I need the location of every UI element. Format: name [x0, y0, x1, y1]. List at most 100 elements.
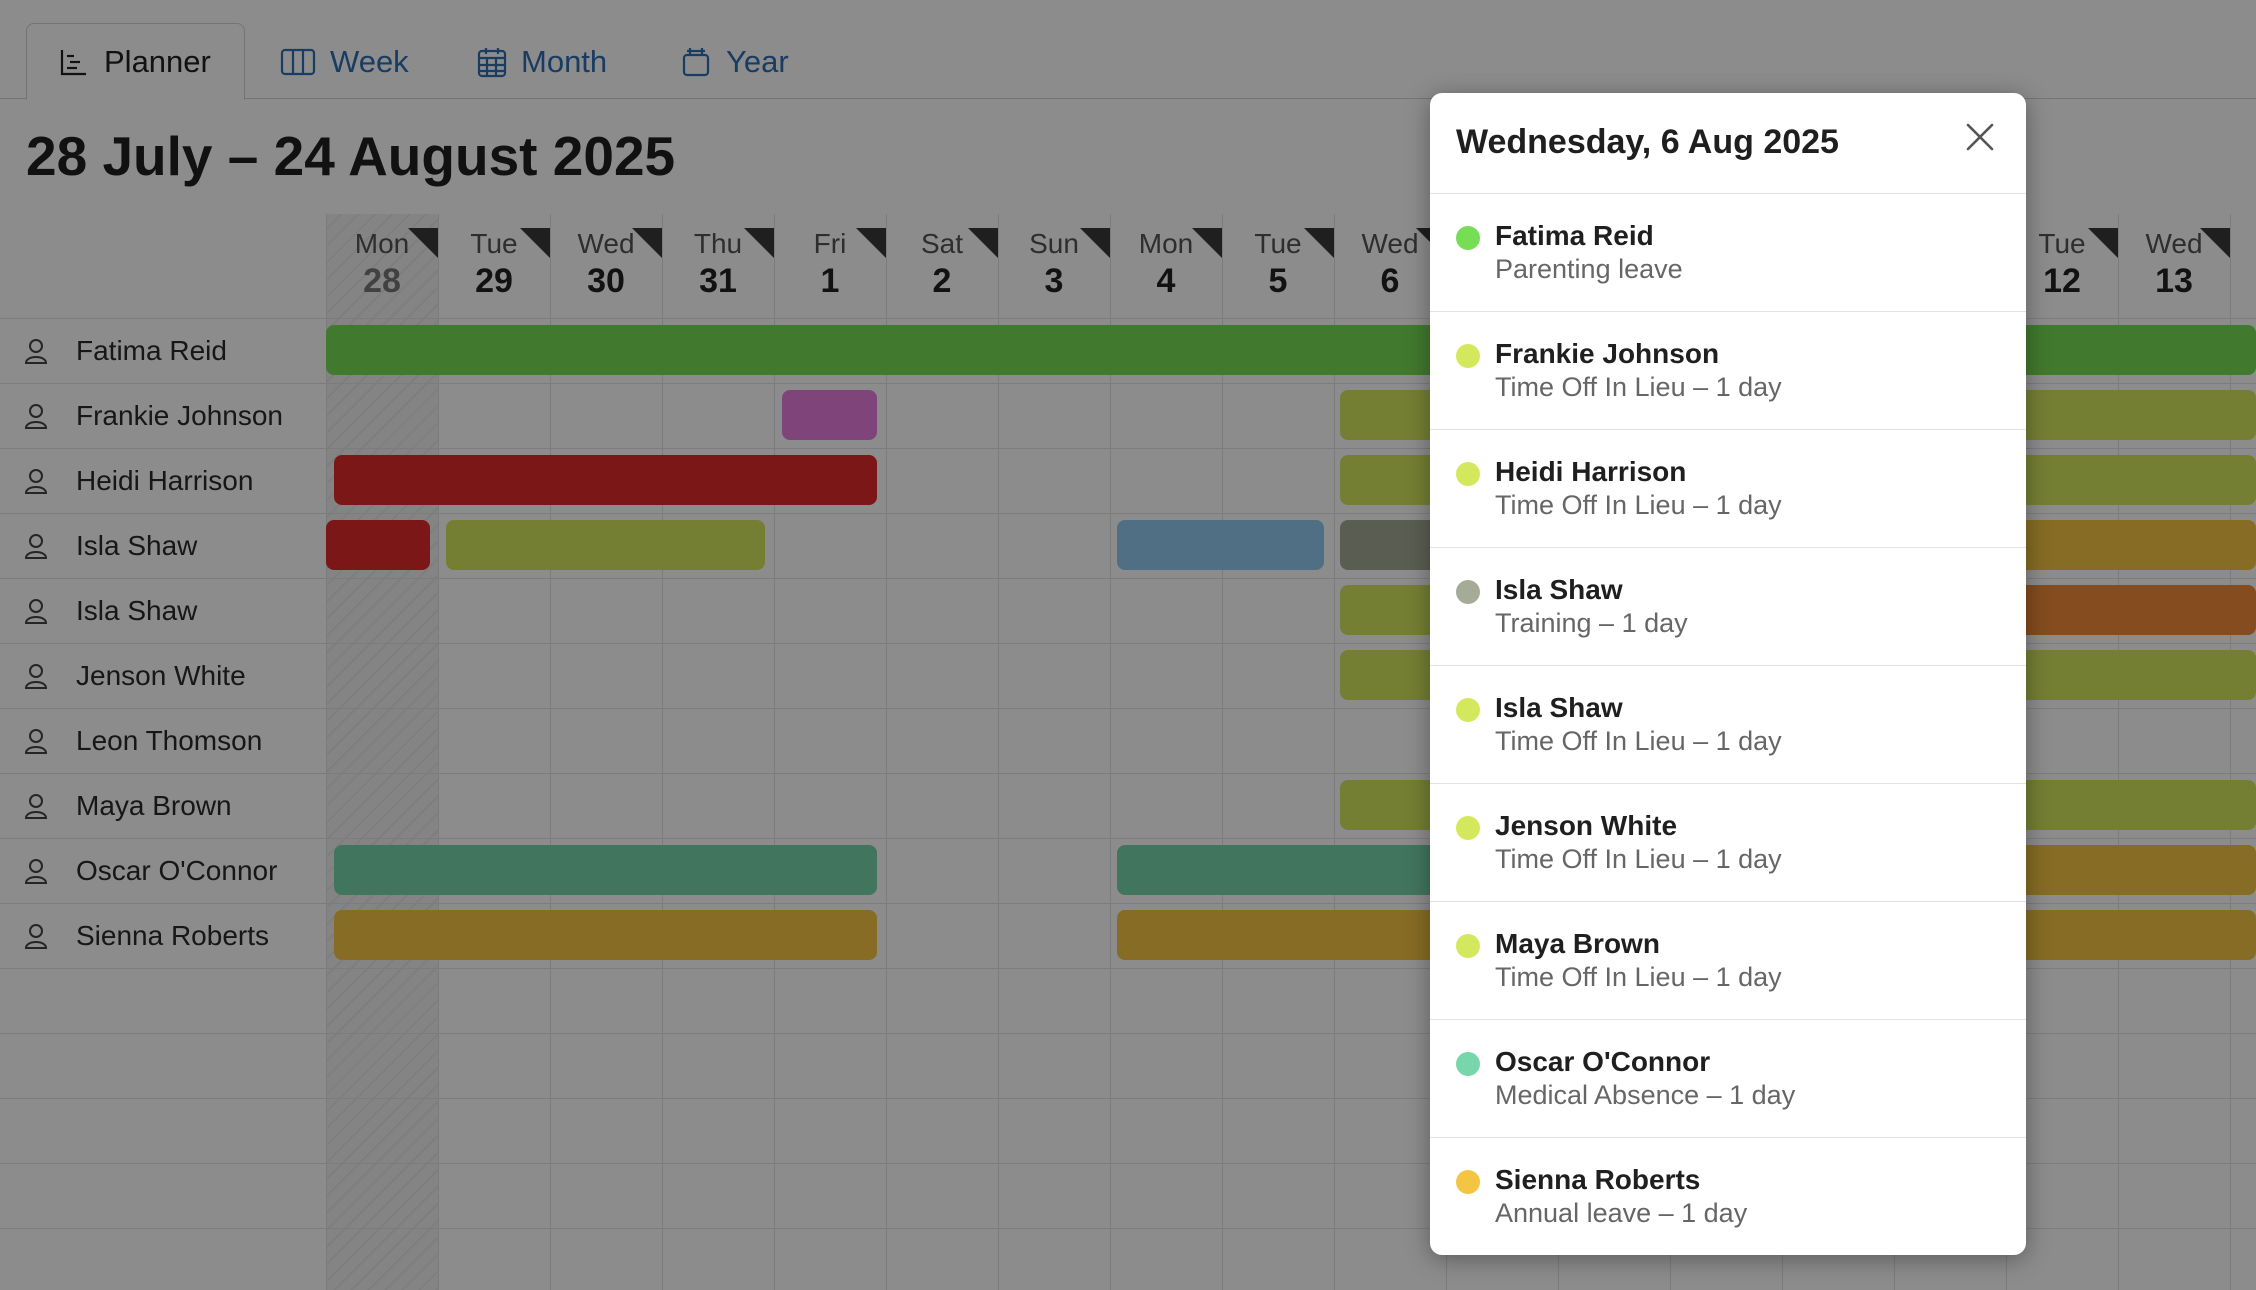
leave-bar[interactable]: [334, 455, 877, 505]
day-header[interactable]: Tue 5: [1222, 228, 1334, 301]
leave-bar[interactable]: [334, 910, 877, 960]
date-range-title: 28 July – 24 August 2025: [26, 125, 676, 187]
popup-entry[interactable]: Maya Brown Time Off In Lieu – 1 day: [1430, 902, 2026, 1020]
grid-column-line: [662, 214, 663, 1290]
day-note-marker: [2200, 228, 2230, 258]
leave-type-dot: [1456, 1052, 1480, 1076]
day-header[interactable]: Sat 2: [886, 228, 998, 301]
person-row-label[interactable]: Fatima Reid: [24, 318, 227, 383]
day-of-month: 13: [2155, 262, 2193, 300]
entry-person-name: Maya Brown: [1495, 928, 1660, 959]
year-icon: [682, 47, 710, 76]
day-note-marker: [1304, 228, 1334, 258]
grid-column-line: [326, 214, 327, 1290]
entry-leave-description: Time Off In Lieu – 1 day: [1495, 844, 1782, 874]
person-row-label[interactable]: Sienna Roberts: [24, 903, 269, 968]
person-row-label[interactable]: Isla Shaw: [24, 578, 197, 643]
day-header[interactable]: Mon 4: [1110, 228, 1222, 301]
day-of-week: Tue: [1254, 228, 1302, 259]
person-name: Leon Thomson: [76, 724, 263, 756]
popup-entry[interactable]: Oscar O'Connor Medical Absence – 1 day: [1430, 1020, 2026, 1138]
day-header[interactable]: Thu 31: [662, 228, 774, 301]
day-header[interactable]: Wed 30: [550, 228, 662, 301]
popup-entry[interactable]: Isla Shaw Training – 1 day: [1430, 548, 2026, 666]
popup-entry[interactable]: Frankie Johnson Time Off In Lieu – 1 day: [1430, 312, 2026, 430]
person-icon: [24, 923, 62, 949]
day-header[interactable]: Fri 1: [774, 228, 886, 301]
grid-column-line: [2230, 214, 2231, 1290]
entry-leave-description: Time Off In Lieu – 1 day: [1495, 726, 1782, 756]
tab-planner[interactable]: Planner: [26, 23, 245, 100]
tab-week-label: Week: [330, 43, 409, 79]
person-name: Sienna Roberts: [76, 919, 270, 951]
person-row-label[interactable]: Maya Brown: [24, 773, 232, 838]
person-row-label[interactable]: Frankie Johnson: [24, 383, 283, 448]
day-of-week: Thu: [693, 228, 743, 259]
day-of-month: 6: [1380, 262, 1400, 300]
person-name: Fatima Reid: [76, 334, 227, 366]
grid-row-line: [0, 968, 2256, 969]
entry-person-name: Isla Shaw: [1495, 574, 1623, 605]
grid-column-line: [886, 214, 887, 1290]
person-row-label[interactable]: Oscar O'Connor: [24, 838, 277, 903]
day-of-month: 28: [363, 262, 401, 300]
week-icon: [280, 48, 316, 75]
day-of-week: Mon: [354, 228, 410, 259]
grid-column-line: [774, 214, 775, 1290]
person-row-label[interactable]: Heidi Harrison: [24, 448, 253, 513]
planner-icon: [60, 49, 86, 75]
day-note-marker: [968, 228, 998, 258]
person-icon: [24, 793, 62, 819]
entry-person-name: Frankie Johnson: [1495, 338, 1720, 369]
day-header[interactable]: Tue 12: [2006, 228, 2118, 301]
person-icon: [24, 468, 62, 494]
tab-week[interactable]: Week: [280, 23, 409, 100]
tab-month-label: Month: [521, 43, 608, 79]
grid-row-line: [0, 578, 2256, 579]
popup-entry[interactable]: Heidi Harrison Time Off In Lieu – 1 day: [1430, 430, 2026, 548]
day-header[interactable]: Wed 13: [2118, 228, 2230, 301]
leave-bar[interactable]: [782, 390, 877, 440]
day-header[interactable]: Mon 28: [326, 228, 438, 301]
person-row-label[interactable]: Isla Shaw: [24, 513, 197, 578]
day-of-month: 4: [1156, 262, 1176, 300]
day-note-marker: [520, 228, 550, 258]
day-note-marker: [408, 228, 438, 258]
person-row-label[interactable]: Leon Thomson: [24, 708, 262, 773]
leave-bar[interactable]: [1117, 520, 1324, 570]
day-of-month: 31: [699, 262, 737, 300]
day-note-marker: [632, 228, 662, 258]
leave-bar[interactable]: [334, 845, 877, 895]
leave-bar[interactable]: [2000, 585, 2256, 635]
leave-type-dot: [1456, 934, 1480, 958]
leave-bar[interactable]: [326, 520, 430, 570]
leave-type-dot: [1456, 816, 1480, 840]
day-note-marker: [1192, 228, 1222, 258]
day-of-month: 1: [820, 262, 840, 300]
grid-column-line: [2118, 214, 2119, 1290]
grid-row-line: [0, 448, 2256, 449]
close-button[interactable]: [1956, 113, 2004, 161]
entry-person-name: Fatima Reid: [1495, 220, 1654, 251]
day-of-month: 2: [932, 262, 952, 300]
day-detail-popup: Wednesday, 6 Aug 2025 Fatima Reid Parenti…: [1430, 93, 2026, 1255]
person-name: Oscar O'Connor: [76, 854, 278, 886]
day-header[interactable]: Sun 3: [998, 228, 1110, 301]
leave-type-dot: [1456, 1170, 1480, 1194]
popup-entry[interactable]: Sienna Roberts Annual leave – 1 day: [1430, 1138, 2026, 1255]
entry-person-name: Sienna Roberts: [1495, 1164, 1701, 1195]
leave-type-dot: [1456, 344, 1480, 368]
popup-entry[interactable]: Jenson White Time Off In Lieu – 1 day: [1430, 784, 2026, 902]
day-of-week: Fri: [813, 228, 847, 259]
tab-month[interactable]: Month: [477, 23, 607, 100]
grid-row-line: [0, 838, 2256, 839]
entry-person-name: Heidi Harrison: [1495, 456, 1687, 487]
leave-bar[interactable]: [446, 520, 765, 570]
person-name: Maya Brown: [76, 789, 232, 821]
tab-year[interactable]: Year: [680, 23, 789, 100]
popup-entry[interactable]: Fatima Reid Parenting leave: [1430, 194, 2026, 312]
day-note-marker: [2088, 228, 2118, 258]
day-header[interactable]: Tue 29: [438, 228, 550, 301]
person-row-label[interactable]: Jenson White: [24, 643, 246, 708]
popup-entry[interactable]: Isla Shaw Time Off In Lieu – 1 day: [1430, 666, 2026, 784]
